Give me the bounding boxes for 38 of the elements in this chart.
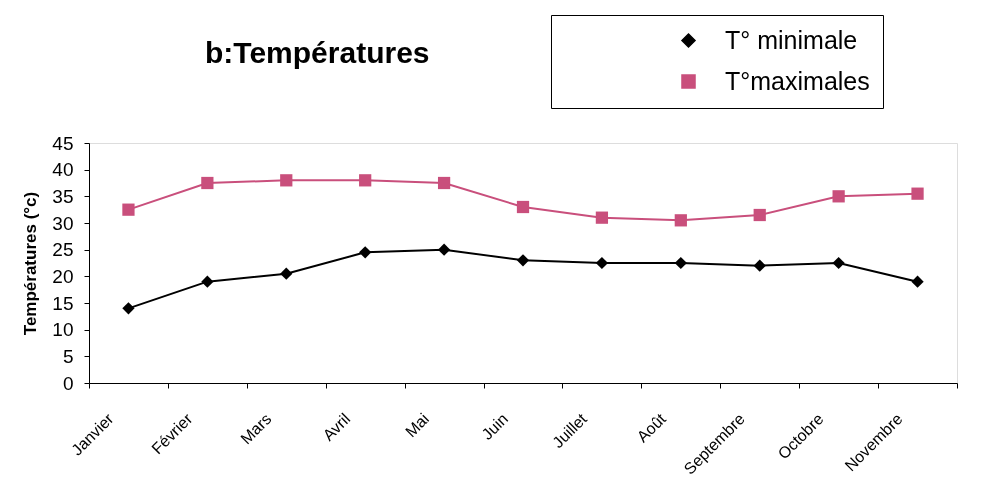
y-tick-label: 0: [62, 372, 74, 394]
point: [595, 211, 609, 224]
point: [122, 302, 135, 315]
point: [674, 214, 687, 227]
point: [280, 267, 293, 280]
point: [437, 176, 451, 190]
y-tick-label: 35: [52, 185, 74, 207]
point: [516, 254, 530, 267]
legend-label: T° minimale: [725, 25, 858, 54]
point: [201, 176, 214, 190]
y-tick-label: 25: [52, 239, 74, 261]
y-axis-title: Températures (°c): [21, 191, 41, 336]
point: [753, 208, 766, 222]
point: [911, 275, 924, 288]
point: [911, 187, 924, 200]
point: [516, 200, 530, 214]
x-tick-label: Mai: [402, 410, 433, 441]
point: [595, 256, 609, 270]
y-tick-label: 30: [52, 212, 74, 234]
point: [674, 256, 687, 270]
y-tick-label: 15: [52, 292, 74, 314]
point: [437, 243, 451, 256]
point: [832, 256, 845, 270]
y-tick-label: 20: [52, 265, 74, 287]
point: [280, 174, 293, 187]
point: [201, 275, 214, 288]
point: [359, 246, 372, 259]
legend-label: T°maximales: [725, 66, 870, 95]
point: [753, 259, 766, 272]
y-tick-label: 45: [52, 132, 74, 154]
y-tick-label: 40: [52, 159, 74, 181]
y-tick-label: 5: [62, 345, 74, 367]
point: [832, 190, 845, 203]
y-tick-label: 10: [52, 319, 74, 341]
chart-title: b:Températures: [205, 35, 430, 69]
point: [359, 174, 372, 187]
x-tick-label: Juin: [478, 410, 512, 443]
point: [122, 203, 135, 216]
